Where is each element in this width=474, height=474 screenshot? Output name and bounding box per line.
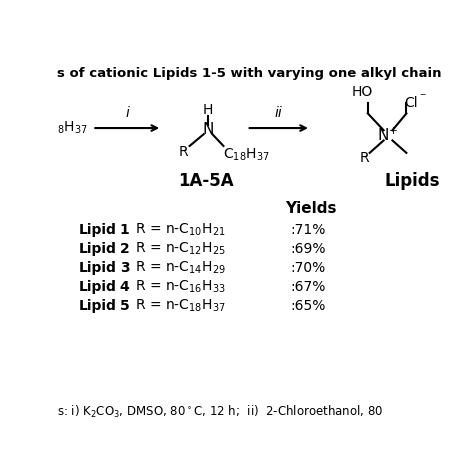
Text: $_{8}$H$_{37}$: $_{8}$H$_{37}$ [57, 120, 88, 136]
Text: 4: 4 [120, 280, 129, 294]
Text: Lipid: Lipid [78, 261, 116, 275]
Text: Yields: Yields [285, 201, 337, 216]
Text: 2: 2 [120, 242, 129, 256]
Text: i: i [125, 106, 129, 119]
Text: :71%: :71% [291, 223, 326, 237]
Text: :65%: :65% [291, 299, 326, 313]
Text: Lipid: Lipid [78, 242, 116, 256]
Text: Lipid: Lipid [78, 299, 116, 313]
Text: $^{-}$: $^{-}$ [419, 92, 426, 102]
Text: N$^{+}$: N$^{+}$ [377, 127, 399, 144]
Text: 3: 3 [120, 261, 129, 275]
Text: N: N [202, 122, 214, 137]
Text: H: H [203, 103, 213, 117]
Text: s: i) K$_2$CO$_3$, DMSO, 80$^\circ$C, 12 h;  ii)  2-Chloroethanol, 80: s: i) K$_2$CO$_3$, DMSO, 80$^\circ$C, 12… [57, 403, 383, 419]
Text: 1A-5A: 1A-5A [178, 172, 234, 190]
Text: Lipid: Lipid [78, 280, 116, 294]
Text: R: R [178, 145, 188, 159]
Text: R = n-C$_{10}$H$_{21}$: R = n-C$_{10}$H$_{21}$ [135, 222, 225, 238]
Text: 1: 1 [120, 223, 129, 237]
Text: s of cationic Lipids 1-5 with varying one alkyl chain: s of cationic Lipids 1-5 with varying on… [57, 67, 442, 80]
Text: :70%: :70% [291, 261, 326, 275]
Text: R = n-C$_{14}$H$_{29}$: R = n-C$_{14}$H$_{29}$ [135, 260, 225, 276]
Text: :67%: :67% [291, 280, 326, 294]
Text: ii: ii [274, 106, 283, 119]
Text: R = n-C$_{18}$H$_{37}$: R = n-C$_{18}$H$_{37}$ [135, 298, 225, 314]
Text: C$_{18}$H$_{37}$: C$_{18}$H$_{37}$ [223, 146, 269, 163]
Text: Lipids: Lipids [384, 172, 440, 190]
Text: R = n-C$_{16}$H$_{33}$: R = n-C$_{16}$H$_{33}$ [135, 279, 225, 295]
Text: R: R [359, 151, 369, 165]
Text: Cl: Cl [404, 95, 418, 109]
Text: HO: HO [351, 84, 373, 99]
Text: :69%: :69% [291, 242, 326, 256]
Text: R = n-C$_{12}$H$_{25}$: R = n-C$_{12}$H$_{25}$ [135, 241, 225, 257]
Text: Lipid: Lipid [78, 223, 116, 237]
Text: 5: 5 [120, 299, 129, 313]
